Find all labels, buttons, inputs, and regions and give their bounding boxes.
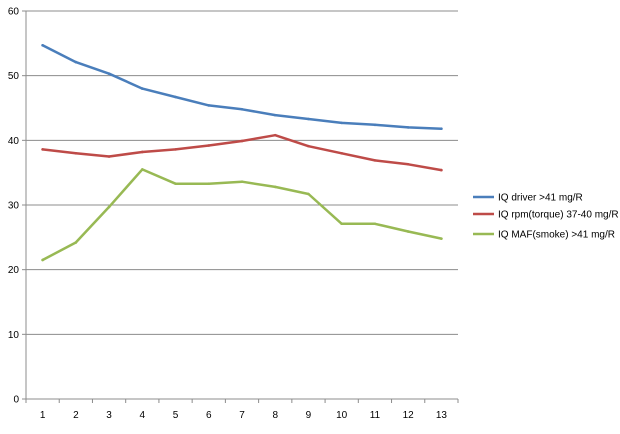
data-point xyxy=(273,185,277,189)
y-tick-label: 0 xyxy=(13,395,19,406)
x-tick-label: 11 xyxy=(370,410,381,421)
data-point xyxy=(74,241,78,244)
data-point xyxy=(307,144,310,148)
data-point xyxy=(174,182,177,185)
data-point xyxy=(240,139,244,143)
data-point xyxy=(141,168,144,171)
y-tick-label: 20 xyxy=(8,265,20,276)
data-point xyxy=(307,192,310,196)
gridlines xyxy=(26,10,458,335)
x-tick-label: 13 xyxy=(436,410,448,421)
data-point xyxy=(174,95,177,99)
data-point xyxy=(406,230,410,233)
x-tick-label: 8 xyxy=(272,410,278,421)
data-point xyxy=(107,205,111,209)
y-tick-label: 50 xyxy=(8,71,20,82)
data-point xyxy=(273,113,277,117)
legend-label-3: IQ MAF(smoke) >41 mg/R xyxy=(498,230,615,241)
series-line-1 xyxy=(41,44,443,130)
data-point xyxy=(373,222,377,226)
data-point xyxy=(340,222,343,226)
data-point xyxy=(373,123,377,127)
data-point xyxy=(207,104,211,107)
legend-label-1: IQ driver >41 mg/R xyxy=(498,193,583,204)
data-point xyxy=(41,148,44,151)
axes xyxy=(22,10,459,403)
data-point xyxy=(440,168,443,172)
data-point xyxy=(340,151,343,155)
data-point xyxy=(240,180,244,184)
data-point xyxy=(107,155,111,158)
data-point xyxy=(74,151,78,155)
y-tick-label: 40 xyxy=(8,136,20,147)
x-tick-labels: 1 2 3 4 5 6 7 8 9 10 11 12 13 xyxy=(40,410,448,421)
x-tick-label: 10 xyxy=(336,410,348,421)
data-point xyxy=(440,237,443,240)
data-point xyxy=(74,60,78,64)
x-tick-label: 3 xyxy=(106,410,112,421)
x-tick-label: 4 xyxy=(140,410,146,421)
data-point xyxy=(440,127,443,130)
data-point xyxy=(174,148,177,151)
y-tick-label: 60 xyxy=(8,7,20,18)
data-point xyxy=(307,117,310,121)
y-tick-label: 30 xyxy=(8,201,20,212)
data-point xyxy=(240,107,244,111)
data-point xyxy=(340,121,343,125)
legend-label-2: IQ rpm(torque) 37-40 mg/R xyxy=(498,210,619,221)
data-point xyxy=(207,144,211,147)
data-point xyxy=(141,150,144,154)
x-tick-label: 12 xyxy=(403,410,415,421)
data-point xyxy=(141,87,144,90)
x-tick-label: 1 xyxy=(40,410,46,421)
data-point xyxy=(107,72,111,76)
data-point xyxy=(373,159,377,162)
y-tick-labels: 0 10 20 30 40 50 60 xyxy=(8,7,20,406)
data-point xyxy=(273,133,277,137)
series-lines xyxy=(41,43,443,262)
legend: IQ driver >41 mg/R IQ rpm(torque) 37-40 m… xyxy=(473,193,619,241)
data-point xyxy=(41,43,44,47)
x-tick-label: 9 xyxy=(306,410,312,421)
data-point xyxy=(406,126,410,129)
x-tick-label: 5 xyxy=(173,410,179,421)
y-tick-label: 10 xyxy=(8,330,20,341)
data-point xyxy=(406,162,410,166)
x-tick-label: 7 xyxy=(239,410,245,421)
data-point xyxy=(41,258,44,262)
x-tick-label: 2 xyxy=(73,410,79,421)
x-tick-label: 6 xyxy=(206,410,212,421)
data-point xyxy=(207,182,211,185)
